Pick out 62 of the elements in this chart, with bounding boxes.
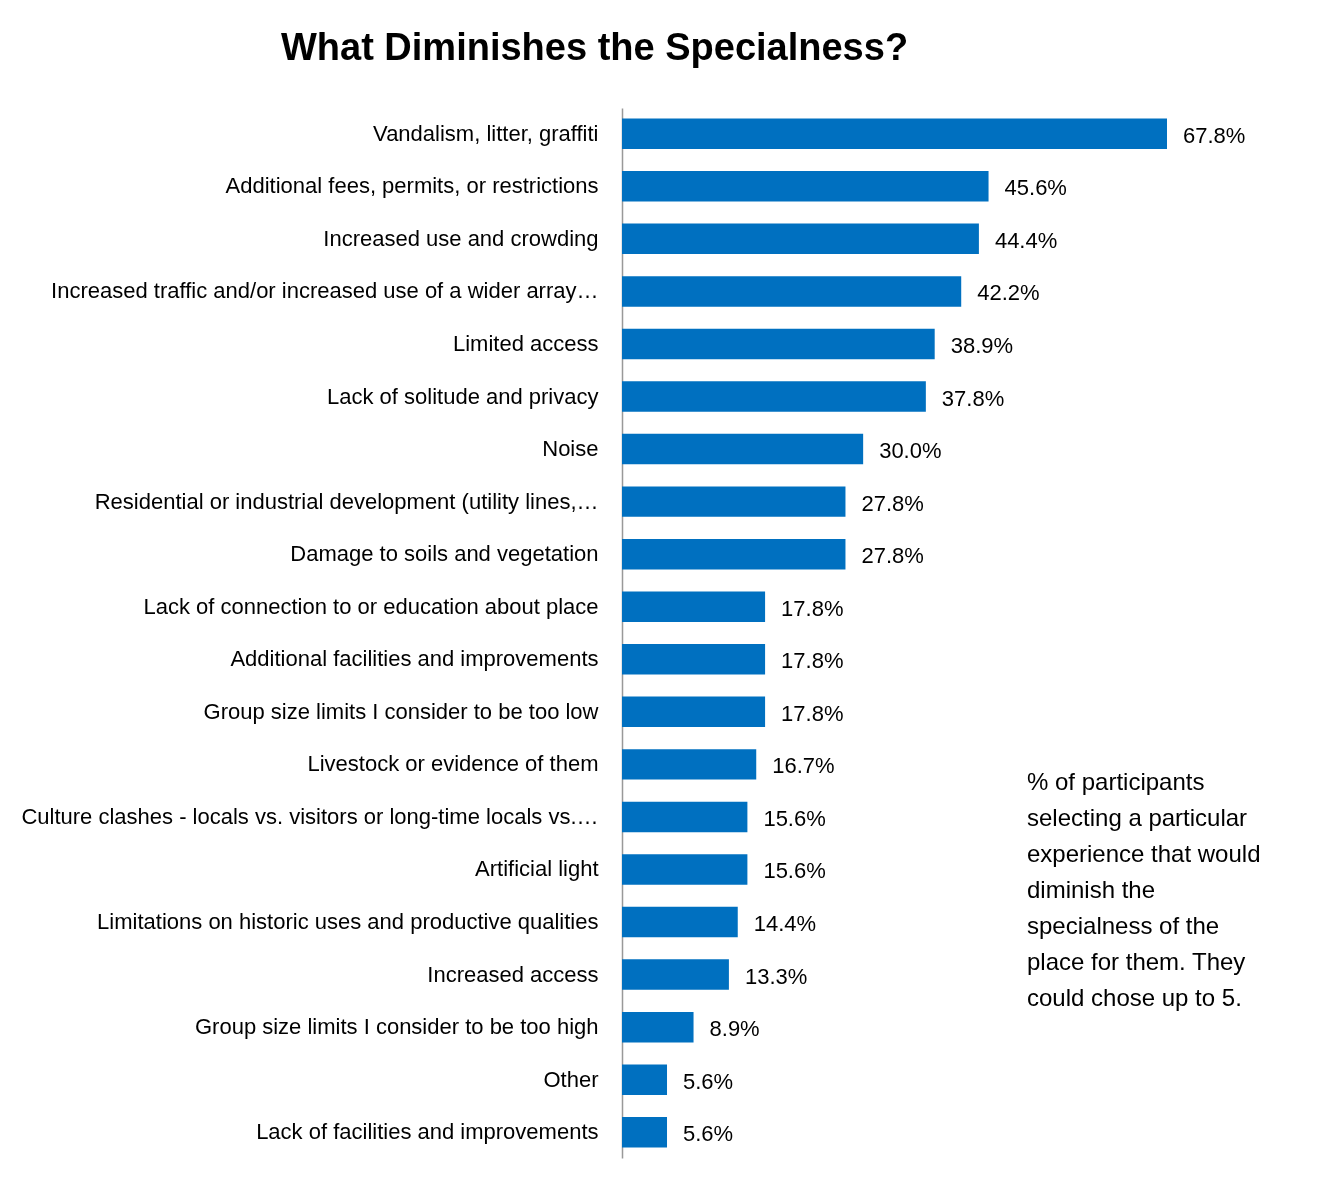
data-label: 5.6%	[683, 1121, 734, 1147]
y-tick-label: Noise	[542, 436, 599, 462]
y-tick-label: Vandalism, litter, graffiti	[373, 120, 599, 146]
y-tick-label: Lack of facilities and improvements	[256, 1119, 599, 1145]
bar	[622, 749, 757, 780]
bar	[622, 1011, 694, 1043]
y-tick-label: Group size limits I consider to be too low	[203, 698, 599, 724]
bar	[622, 171, 989, 202]
data-label: 67.8%	[1183, 122, 1246, 148]
data-label: 30.0%	[879, 438, 942, 464]
bar	[622, 959, 729, 990]
data-label: 38.9%	[950, 332, 1014, 358]
chart-title: What Diminishes the Specialness?	[280, 26, 909, 68]
data-label: 16.7%	[772, 753, 835, 779]
y-tick-label: Increased use and crowding	[323, 225, 599, 251]
data-label: 17.8%	[781, 700, 844, 726]
bar	[622, 1064, 668, 1095]
y-tick-label: Limitations on historic uses and productive qualities	[97, 909, 599, 935]
bar	[622, 328, 935, 360]
data-label: 14.4%	[753, 911, 817, 937]
bar	[622, 118, 1167, 149]
data-label: 8.9%	[709, 1016, 760, 1042]
bar	[622, 906, 738, 938]
data-label: 27.8%	[861, 543, 924, 569]
y-tick-label: Increased traffic and/or increased use of a wider array…	[51, 278, 599, 304]
y-tick-label: Lack of connection to or education about place	[143, 593, 599, 619]
data-label: 44.4%	[994, 227, 1058, 253]
bar	[622, 801, 748, 833]
y-tick-label: Limited access	[452, 330, 599, 356]
bar	[622, 696, 766, 728]
data-label: 17.8%	[781, 595, 844, 621]
y-tick-label: Residential or industrial development (utility lines,…	[94, 488, 599, 514]
bar	[622, 433, 864, 465]
data-label: 5.6%	[683, 1068, 734, 1094]
data-label: 37.8%	[941, 385, 1005, 411]
data-label: 42.2%	[977, 280, 1040, 306]
y-tick-label: Lack of solitude and privacy	[327, 383, 599, 409]
data-label: 45.6%	[1004, 175, 1067, 201]
bar	[622, 1117, 668, 1148]
bar	[622, 591, 766, 622]
bar	[622, 486, 846, 517]
y-tick-label: Artificial light	[475, 856, 599, 882]
y-tick-label: Damage to soils and vegetation	[290, 541, 599, 567]
y-tick-label: Additional fees, permits, or restrictions	[225, 173, 599, 199]
bar	[622, 223, 979, 255]
data-label: 27.8%	[861, 490, 924, 516]
y-tick-label: Other	[543, 1066, 599, 1092]
bar	[622, 381, 926, 412]
y-tick-label: Livestock or evidence of them	[307, 751, 599, 777]
y-tick-label: Additional facilities and improvements	[230, 646, 599, 672]
data-label: 15.6%	[763, 858, 826, 884]
annotation: % of participants selecting a particular experience that would diminish the specialness of the place for them. They could chose up to 5.	[1027, 767, 1262, 1013]
y-tick-label: Culture clashes - locals vs. visitors or long-time locals vs.…	[21, 803, 599, 829]
bar	[622, 644, 766, 675]
bar	[622, 854, 748, 885]
bar	[622, 276, 962, 307]
y-tick-label: Increased access	[427, 961, 599, 987]
y-tick-label: Group size limits I consider to be too high	[194, 1014, 599, 1040]
data-label: 17.8%	[781, 648, 844, 674]
data-label: 15.6%	[763, 805, 826, 831]
bar	[622, 538, 846, 570]
data-label: 13.3%	[744, 963, 808, 989]
